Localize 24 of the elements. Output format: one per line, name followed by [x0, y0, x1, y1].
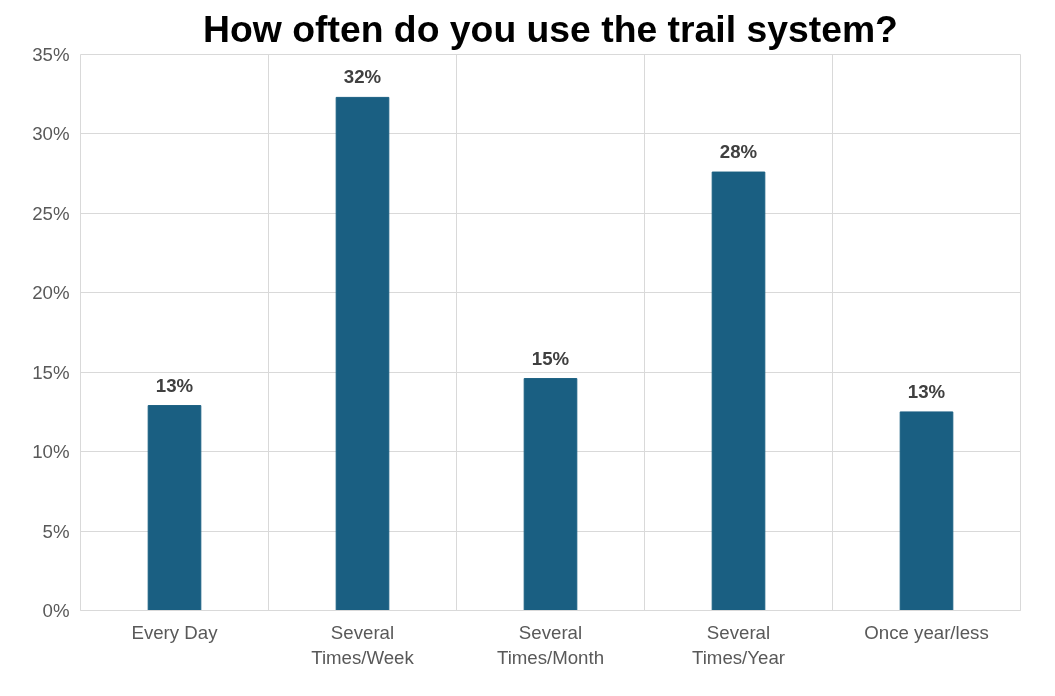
- x-tick-label: Several Times/Month: [496, 621, 605, 668]
- y-tick-label: 20%: [32, 282, 70, 304]
- y-tick-label: 25%: [32, 202, 70, 224]
- data-label: 15%: [531, 347, 570, 369]
- y-tick-label: 0%: [42, 600, 70, 621]
- bar: [335, 96, 390, 611]
- y-tick-label: 10%: [32, 441, 70, 463]
- data-label: 28%: [719, 141, 758, 163]
- x-tick-label: Several Times/Year: [692, 621, 785, 668]
- bar: [523, 378, 578, 611]
- data-label: 13%: [155, 374, 194, 396]
- x-tick-label: Once year/less: [864, 621, 989, 643]
- y-tick-label: 35%: [32, 44, 70, 65]
- y-tick-label: 30%: [32, 123, 70, 145]
- y-tick-label: 15%: [32, 361, 70, 383]
- data-label: 13%: [907, 380, 946, 402]
- data-label: 32%: [343, 66, 382, 88]
- bar: [711, 171, 766, 611]
- bar: [899, 411, 954, 611]
- bar: [147, 405, 202, 611]
- y-tick-label: 5%: [42, 520, 70, 542]
- chart-title: How often do you use the trail system?: [203, 7, 898, 50]
- x-tick-label: Every Day: [131, 621, 219, 643]
- x-tick-label: Several Times/Week: [311, 621, 415, 668]
